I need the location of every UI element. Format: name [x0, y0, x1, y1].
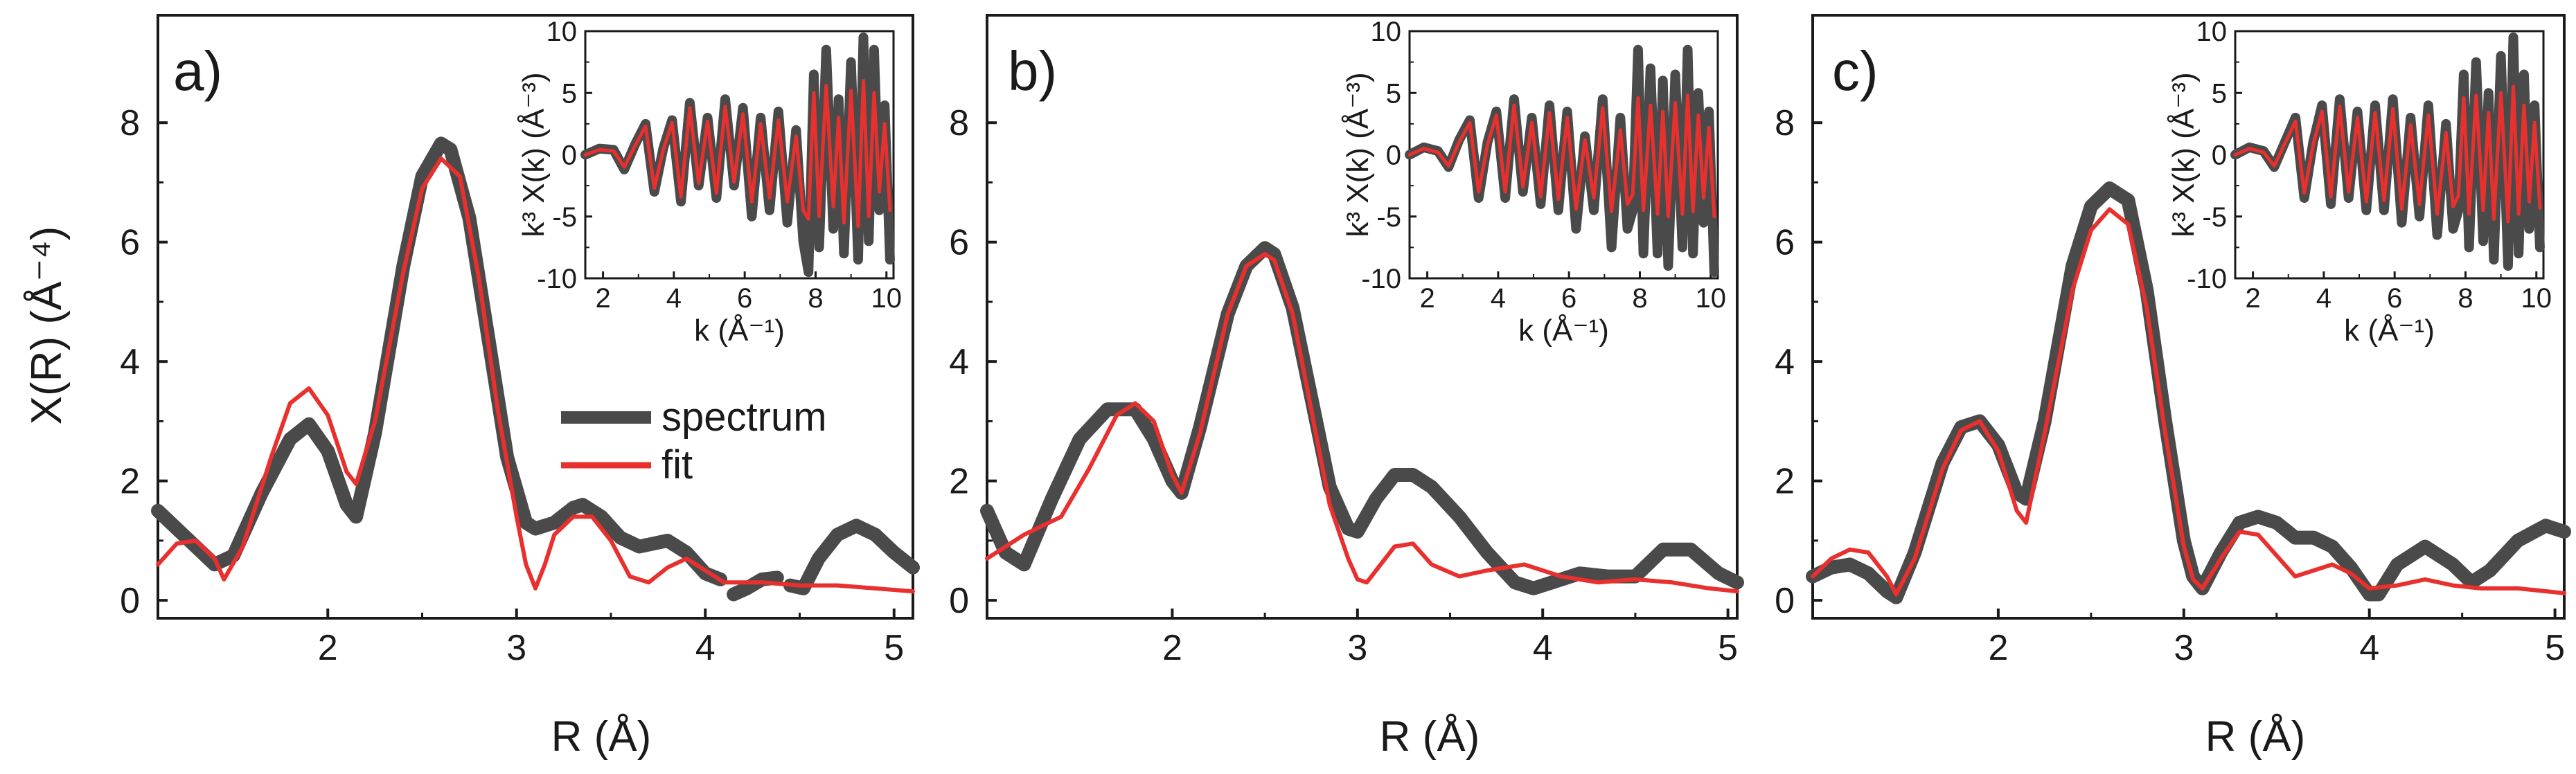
inset-b-xtick-label-3: 8	[1632, 283, 1647, 314]
inset-series-fit-c	[2233, 84, 2542, 224]
series-fit-b	[985, 252, 1739, 594]
inset-y-title-c: k³ X(k) (Å⁻³)	[2167, 72, 2201, 237]
inset-a-xtick-label-3: 8	[808, 283, 823, 314]
y-axis-title: X(R) (Å⁻⁴)	[23, 226, 71, 425]
main-b-ytick-label-1: 2	[949, 462, 969, 502]
inset-y-title-a: k³ X(k) (Å⁻³)	[517, 72, 551, 237]
inset-a-ytick-label-3: 5	[562, 78, 577, 109]
inset-c: 2 4 6 8 10 -10 -5 0 5 10 k (Å⁻¹) k³ X(k) (Å⁻³)	[2167, 17, 2552, 348]
inset-b-ytick-label-2: 0	[1386, 141, 1401, 171]
inset-b-xtick-label-4: 10	[1696, 283, 1727, 314]
main-b-ytick-label-4: 8	[949, 103, 969, 143]
inset-x-title-c: k (Å⁻¹)	[2344, 314, 2435, 348]
inset-a-xtick-label-4: 10	[871, 283, 903, 314]
panel-c: 2 3 4 5 0 2 4 6 8 2 4 6 8 10 -10 -5 0 5 10 k (Å⁻¹) k³ X(k) (…	[1775, 14, 2571, 668]
main-c-xtick-label-2: 4	[2359, 628, 2379, 668]
inset-b-xtick-label-0: 2	[1419, 283, 1434, 314]
panel-b: 2 3 4 5 0 2 4 6 8 2 4 6 8 10 -10 -5 0 5 10 k (Å⁻¹) k³ X(k) (…	[949, 14, 1744, 668]
legend-label-fit: fit	[661, 442, 693, 487]
main-c-ytick-label-0: 0	[1775, 581, 1795, 621]
inset-a-xtick-label-2: 6	[737, 283, 752, 314]
inset-c-ytick-label-4: 10	[2196, 17, 2228, 47]
main-a-ytick-label-0: 0	[120, 581, 140, 621]
inset-b-ytick-label-3: 5	[1386, 78, 1401, 109]
main-c-xtick-label-1: 3	[2174, 628, 2194, 668]
inset-c-xtick-label-2: 6	[2387, 283, 2402, 314]
inset-c-ytick-label-3: 5	[2212, 78, 2227, 109]
main-c-xtick-label-3: 5	[2545, 628, 2565, 668]
main-b-xtick-label-3: 5	[1718, 628, 1738, 668]
inset-b-ytick-label-0: -10	[1361, 264, 1401, 294]
inset-b-xtick-label-2: 6	[1561, 283, 1576, 314]
x-axis-title-b: R (Å)	[1380, 713, 1480, 761]
x-axis-title-a: R (Å)	[551, 713, 652, 761]
main-a-frame	[157, 14, 914, 620]
inset-a-xtick-label-0: 2	[595, 283, 610, 314]
main-c-ytick-label-2: 4	[1775, 342, 1795, 382]
main-a-ytick-label-2: 4	[120, 342, 140, 382]
main-b-frame	[986, 14, 1739, 620]
inset-x-title-b: k (Å⁻¹)	[1518, 314, 1609, 348]
x-axis-title-c: R (Å)	[2205, 713, 2306, 761]
series-fit-a	[156, 156, 915, 594]
panel-label-a: a)	[173, 40, 222, 102]
panel-label-b: b)	[1008, 40, 1057, 102]
main-c-xtick-label-0: 2	[1988, 628, 2008, 668]
inset-c-xtick-label-1: 4	[2316, 283, 2331, 314]
inset-c-ytick-label-1: -5	[2202, 202, 2227, 233]
main-a-xtick-label-0: 2	[318, 628, 338, 668]
main-a-xtick-label-2: 4	[695, 628, 716, 668]
main-b-ytick-label-3: 6	[949, 223, 969, 263]
main-b-xtick-label-2: 4	[1533, 628, 1553, 668]
main-a-ytick-label-3: 6	[120, 223, 140, 263]
series-fit-c	[1811, 207, 2566, 597]
main-b-ytick-label-0: 0	[949, 581, 969, 621]
inset-a: 2 4 6 8 10 -10 -5 0 5 10 k (Å⁻¹) k³ X(k) (Å⁻³)	[517, 17, 902, 348]
main-c-ytick-label-1: 2	[1775, 462, 1795, 502]
inset-a-ytick-label-2: 0	[562, 141, 577, 171]
panel-a: 2 3 4 5 0 2 4 6 8 2 4 6 8 10 -10 -5 0 5 10 k (Å⁻¹) k³ X(k) (…	[120, 14, 920, 668]
inset-a-xtick-label-1: 4	[666, 283, 682, 314]
inset-series-fit-a	[583, 78, 892, 228]
inset-series-fit-b	[1407, 93, 1716, 219]
inset-c-xtick-label-3: 8	[2458, 283, 2473, 314]
inset-a-ytick-label-0: -10	[537, 264, 577, 294]
main-c-frame	[1811, 14, 2566, 620]
legend-label-spectrum: spectrum	[661, 395, 827, 440]
main-b-ytick-label-2: 4	[949, 342, 969, 382]
inset-y-title-b: k³ X(k) (Å⁻³)	[1341, 72, 1375, 237]
main-a-xtick-label-3: 5	[884, 628, 904, 668]
inset-b-ytick-label-4: 10	[1371, 17, 1402, 47]
main-a-ytick-label-1: 2	[120, 462, 140, 502]
panel-label-c: c)	[1832, 40, 1878, 102]
inset-a-ytick-label-1: -5	[552, 202, 577, 233]
main-b-xtick-label-1: 3	[1347, 628, 1367, 668]
inset-b-xtick-label-1: 4	[1491, 283, 1506, 314]
inset-c-ytick-label-2: 0	[2212, 141, 2227, 171]
main-c-ytick-label-4: 8	[1775, 103, 1795, 143]
main-a-ytick-label-4: 8	[120, 103, 140, 143]
inset-c-ytick-label-0: -10	[2187, 264, 2227, 294]
inset-c-xtick-label-0: 2	[2245, 283, 2260, 314]
inset-x-title-a: k (Å⁻¹)	[694, 314, 785, 348]
main-a-xtick-label-1: 3	[506, 628, 526, 668]
legend: spectrum fit	[561, 395, 827, 487]
inset-c-xtick-label-4: 10	[2521, 283, 2552, 314]
main-c-ytick-label-3: 6	[1775, 223, 1795, 263]
main-b-xtick-label-0: 2	[1162, 628, 1182, 668]
inset-b-ytick-label-1: -5	[1376, 202, 1401, 233]
series-spectrum-b	[980, 241, 1744, 595]
inset-b: 2 4 6 8 10 -10 -5 0 5 10 k (Å⁻¹) k³ X(k) (Å⁻³)	[1341, 17, 1726, 348]
inset-a-ytick-label-4: 10	[547, 17, 578, 47]
